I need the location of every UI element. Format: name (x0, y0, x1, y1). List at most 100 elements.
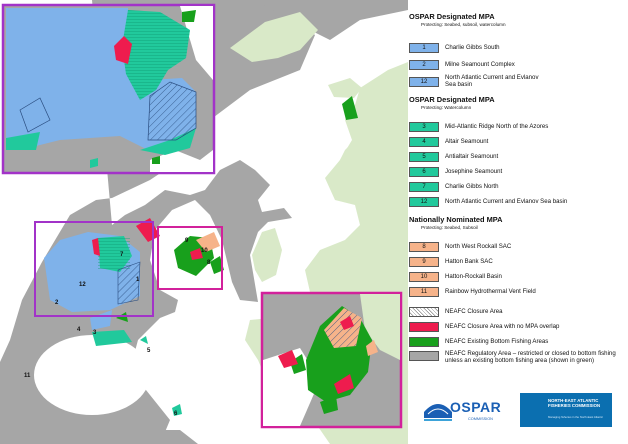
legend-item: NEAFC Closure Area with no MPA overlap (409, 321, 625, 333)
neafc-regulatory-area (0, 0, 315, 444)
legend-label: NEAFC Closure Area with no MPA overlap (445, 322, 560, 330)
legend-section2-title: OSPAR Designated MPA (409, 95, 495, 104)
legend-label: Josephine Seamount (445, 167, 503, 175)
neafc-logo: NORTH-EAST ATLANTIC FISHERIES COMMISSION… (520, 393, 612, 427)
legend-swatch: 1 (409, 43, 439, 53)
inset-watercolumn-stripes (122, 10, 190, 100)
legend-section3-subtitle: Protecting: Seabed, Subsoil (421, 225, 478, 230)
legend-label: Hatton Bank SAC (445, 257, 493, 265)
map-label-4: 4 (77, 327, 81, 333)
mpa-antialtair (140, 336, 148, 344)
ospar-logo-sub: COMMISSION (468, 417, 493, 421)
locator-closure (92, 238, 100, 256)
inset-hatch-area (147, 81, 197, 141)
map-label-2: 2 (55, 300, 59, 306)
inset-br-closure-a (278, 350, 298, 368)
inset-br-land (360, 294, 400, 360)
map-label-12: 12 (79, 282, 86, 288)
legend-label: Milne Seamount Complex (445, 60, 515, 68)
neafc-regulatory-area-north (255, 0, 408, 40)
legend-swatch-green (409, 337, 439, 347)
legend-item: NEAFC Existing Bottom Fishing Areas (409, 336, 625, 348)
map-label-1: 1 (136, 277, 140, 283)
legend-swatch: 2 (409, 60, 439, 70)
map-label-6: 6 (174, 411, 178, 417)
legend-item: NEAFC Regulatory Area – restricted or cl… (409, 350, 625, 375)
map-label-10: 10 (201, 248, 208, 254)
ospar-logo: OSPAR COMMISSION (420, 393, 512, 427)
inset-br-closure-c (340, 316, 354, 330)
legend-item: 10 Hatton-Rockall Basin (409, 271, 625, 283)
legend-item: NEAFC Closure Area (409, 306, 625, 318)
closure-hatton (190, 248, 203, 260)
inset-br-sea (263, 348, 320, 426)
legend-item: 3 Mid-Atlantic Ridge North of the Azores (409, 121, 625, 133)
legend-item: 4 Altair Seamount (409, 136, 625, 148)
legend-label: Charlie Gibbs North (445, 182, 499, 190)
legend-label: Mid-Atlantic Ridge North of the Azores (445, 122, 549, 130)
map-label-8: 8 (207, 260, 211, 266)
legend-section1-title: OSPAR Designated MPA (409, 12, 495, 21)
land-iceland (328, 78, 362, 98)
legend-item: 12 North Atlantic Current and Evlanov Se… (409, 196, 625, 208)
mpa-hatton-bank (196, 232, 220, 252)
inset-fishing-south-b (90, 158, 98, 168)
legend-label: NEAFC Closure Area (445, 307, 503, 315)
sea-pocket (34, 335, 150, 415)
inset-br-fishing-south (320, 396, 338, 414)
legend-label: Rainbow Hydrothermal Vent Field (445, 287, 536, 295)
legend-swatch-red (409, 322, 439, 332)
legend-label: Altair Seamount (445, 137, 489, 145)
legend-section2-subtitle: Protecting: Watercolumn (421, 105, 472, 110)
legend-swatch: 12 (409, 77, 439, 87)
inset-br-closure-b (334, 374, 354, 394)
legend-item: 1 Charlie Gibbs South (409, 42, 625, 54)
focus-locator-frame (157, 226, 223, 290)
inset-closure (114, 36, 132, 64)
fishing-norway (342, 96, 358, 120)
legend-item: 12 North Atlantic Current and Evlanov Se… (409, 74, 625, 89)
neafc-logo-sub: Managing fisheries in the North-East Atl… (548, 415, 604, 419)
legend-label: North Atlantic Current and Evlanov Sea b… (445, 74, 539, 88)
land-greenland (230, 12, 318, 62)
legend-swatch: 4 (409, 137, 439, 147)
mpa-altair-main (92, 330, 132, 346)
map-label-11: 11 (24, 373, 31, 379)
legend-swatch: 8 (409, 242, 439, 252)
fishing-rockall (210, 256, 224, 274)
inset-mpa-watercolumn-south (6, 132, 40, 150)
land-uk (252, 228, 282, 282)
legend-item: 5 Antialtair Seamount (409, 151, 625, 163)
ospar-logo-word: OSPAR (450, 399, 502, 415)
inset-outline-box (19, 97, 51, 133)
legend-swatch: 5 (409, 152, 439, 162)
neafc-logo-title: NORTH-EAST ATLANTIC FISHERIES COMMISSION (548, 398, 601, 408)
land-scandinavia (330, 122, 385, 198)
legend-item: 7 Charlie Gibbs North (409, 181, 625, 193)
legend-swatch: 9 (409, 257, 439, 267)
legend-swatch-hatch (409, 307, 439, 317)
inset-mpa-seabed (6, 8, 196, 150)
locator-watercolumn-stripes (98, 238, 130, 270)
legend-label: NEAFC Regulatory Area – restricted or cl… (445, 350, 616, 364)
legend-label: NEAFC Existing Bottom Fishing Areas (445, 337, 549, 345)
legend-swatch: 3 (409, 122, 439, 132)
legend-item: 8 North West Rockall SAC (409, 241, 625, 253)
ospar-logo-mark (424, 404, 452, 421)
legend-section3-title: Nationally Nominated MPA (409, 215, 503, 224)
legend-label: North West Rockall SAC (445, 242, 512, 250)
legend-section1-subtitle: Protecting: Seabed, subsoil, watercolumn (421, 22, 506, 27)
legend-swatch: 12 (409, 197, 439, 207)
neafc-regulatory-area-south (0, 430, 198, 444)
legend-swatch: 11 (409, 287, 439, 297)
map-label-7: 7 (120, 252, 124, 258)
mpa-josephine (172, 404, 182, 416)
legend-item: 6 Josephine Seamount (409, 166, 625, 178)
inset-sea-corner (180, 6, 213, 80)
map-label-3: 3 (93, 330, 97, 336)
legend-label: North Atlantic Current and Evlanov Sea b… (445, 197, 568, 205)
inset-fishing-east (182, 10, 196, 22)
legend-item: 9 Hatton Bank SAC (409, 256, 625, 268)
legend-item: 2 Milne Seamount Complex (409, 59, 625, 71)
